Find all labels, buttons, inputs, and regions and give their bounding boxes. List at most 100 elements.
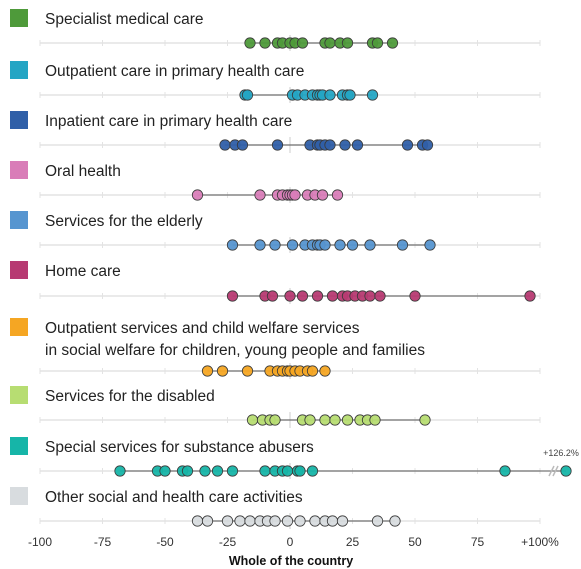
data-point bbox=[191, 515, 204, 527]
data-point bbox=[226, 239, 239, 251]
data-point bbox=[366, 89, 379, 101]
data-point bbox=[226, 290, 239, 302]
x-tick-label: -100 bbox=[28, 535, 52, 549]
data-point bbox=[386, 37, 399, 49]
series-label: Services for the elderly bbox=[45, 213, 203, 230]
data-point bbox=[326, 515, 339, 527]
x-tick-label: -50 bbox=[156, 535, 174, 549]
data-point bbox=[319, 365, 331, 377]
series-label: Specialist medical care bbox=[45, 11, 204, 28]
data-point bbox=[371, 37, 384, 49]
data-point bbox=[421, 139, 434, 151]
series-group: Services for the disabled bbox=[10, 386, 541, 428]
data-point bbox=[369, 414, 381, 426]
data-point bbox=[221, 515, 234, 527]
data-point bbox=[319, 239, 331, 251]
data-point bbox=[331, 189, 344, 201]
series-group: Outpatient services and child welfare se… bbox=[10, 318, 541, 379]
x-axis-title: Whole of the country bbox=[229, 554, 353, 568]
data-point bbox=[281, 515, 294, 527]
data-point bbox=[560, 465, 572, 477]
data-point bbox=[159, 465, 171, 477]
data-point bbox=[236, 139, 249, 151]
data-point bbox=[219, 139, 231, 151]
legend-swatch bbox=[10, 487, 28, 505]
data-point bbox=[296, 290, 309, 302]
data-point bbox=[364, 290, 376, 302]
data-point bbox=[524, 290, 536, 302]
data-point bbox=[351, 139, 364, 151]
data-point bbox=[319, 414, 331, 426]
data-point bbox=[201, 515, 214, 527]
data-point bbox=[216, 365, 229, 377]
legend-swatch bbox=[10, 9, 28, 27]
legend-swatch bbox=[10, 437, 28, 455]
data-point bbox=[396, 239, 409, 251]
data-point bbox=[191, 189, 204, 201]
data-point bbox=[306, 465, 319, 477]
legend-swatch bbox=[10, 161, 28, 179]
data-point bbox=[241, 365, 254, 377]
series-group: Specialist medical care bbox=[10, 9, 541, 51]
data-point bbox=[324, 89, 336, 101]
series-label: Services for the disabled bbox=[45, 388, 215, 405]
legend-swatch bbox=[10, 261, 28, 279]
series-label: Special services for substance abusers bbox=[45, 439, 314, 456]
data-point bbox=[374, 290, 386, 302]
data-point bbox=[499, 465, 511, 477]
data-point bbox=[364, 239, 376, 251]
data-point bbox=[424, 239, 436, 251]
x-tick-label: 0 bbox=[287, 535, 294, 549]
series-group: Special services for substance abusers +1… bbox=[10, 437, 579, 479]
x-tick-label: 25 bbox=[346, 535, 360, 549]
x-tick-label: +100% bbox=[521, 535, 559, 549]
legend-swatch bbox=[10, 386, 28, 404]
data-point bbox=[341, 414, 354, 426]
data-point bbox=[326, 290, 339, 302]
data-point bbox=[284, 290, 296, 302]
data-point bbox=[346, 239, 359, 251]
data-point bbox=[324, 37, 336, 49]
outlier-annotation: +126.2% bbox=[543, 448, 579, 458]
data-point bbox=[259, 37, 271, 49]
data-point bbox=[269, 239, 281, 251]
data-point bbox=[181, 465, 194, 477]
series-group: Oral health bbox=[10, 161, 541, 203]
data-point bbox=[269, 515, 281, 527]
data-point bbox=[254, 189, 266, 201]
data-point bbox=[409, 290, 421, 302]
data-point bbox=[334, 239, 346, 251]
series-group: Other social and health care activities bbox=[10, 487, 541, 529]
data-point bbox=[316, 189, 329, 201]
x-tick-label: 75 bbox=[471, 535, 485, 549]
series-group: Home care bbox=[10, 261, 541, 304]
data-point bbox=[311, 290, 324, 302]
data-point bbox=[114, 465, 126, 477]
data-point bbox=[371, 515, 384, 527]
series-label: Home care bbox=[45, 263, 121, 280]
series-label: Outpatient care in primary health care bbox=[45, 63, 304, 80]
series-label: Other social and health care activities bbox=[45, 489, 303, 506]
data-point bbox=[344, 89, 356, 101]
data-point bbox=[306, 365, 319, 377]
series-label: Inpatient care in primary health care bbox=[45, 113, 292, 130]
series-group: Inpatient care in primary health care bbox=[10, 111, 541, 153]
data-point bbox=[246, 414, 259, 426]
data-point bbox=[341, 37, 354, 49]
data-point bbox=[286, 239, 299, 251]
data-point bbox=[201, 365, 214, 377]
data-point bbox=[324, 139, 336, 151]
series-group: Services for the elderly bbox=[10, 211, 541, 253]
x-tick-label: 50 bbox=[408, 535, 422, 549]
data-point bbox=[339, 139, 351, 151]
data-point bbox=[271, 139, 284, 151]
data-point bbox=[294, 465, 306, 477]
data-point bbox=[309, 515, 321, 527]
x-tick-label: -75 bbox=[94, 535, 112, 549]
legend-swatch bbox=[10, 318, 28, 336]
series-label: in social welfare for children, young pe… bbox=[45, 342, 425, 359]
data-point bbox=[281, 465, 294, 477]
legend-swatch bbox=[10, 211, 28, 229]
data-point bbox=[304, 414, 316, 426]
